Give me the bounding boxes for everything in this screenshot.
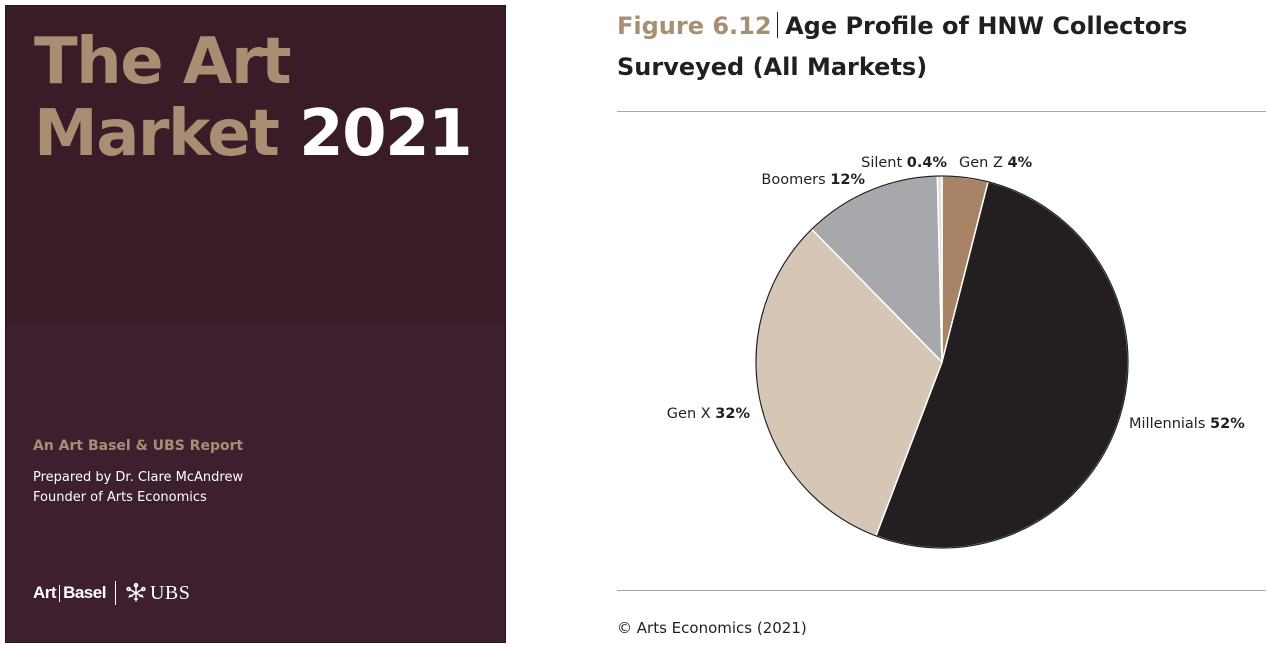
cover-title-line-1: The Art	[34, 25, 292, 99]
figure-heading: Figure 6.12 Age Profile of HNW Collectors…	[617, 6, 1257, 88]
report-cover: The Art Market 2021 An Art Basel & UBS R…	[5, 5, 506, 643]
keys-icon	[126, 582, 146, 602]
pie-label-name: Gen X	[667, 406, 716, 422]
figure-title-line-1: Age Profile of HNW Collectors	[785, 12, 1188, 40]
pie-label-value: 4%	[1008, 155, 1033, 171]
pie-chart: Gen Z 4% Millennials 52% Gen X 32% Boomers …	[667, 155, 1245, 549]
ubs-logo: UBS	[149, 581, 191, 604]
pie-label-silent: Silent 0.4%	[861, 155, 947, 171]
figure-title-line-2: Surveyed (All Markets)	[617, 53, 928, 81]
pie-label-value: 52%	[1210, 416, 1245, 432]
art-basel-logo-art: Art	[33, 583, 57, 602]
art-basel-logo: Art Basel	[33, 583, 106, 603]
cover-founder: Founder of Arts Economics	[33, 490, 207, 505]
pie-outline	[755, 175, 1129, 549]
art-basel-logo-basel: Basel	[63, 583, 106, 602]
figure-label: Figure 6.12	[617, 12, 772, 40]
figure-source: © Arts Economics (2021)	[617, 619, 807, 637]
cover-title-market: Market	[34, 97, 280, 171]
pie-label-millennials: Millennials 52%	[1129, 416, 1245, 432]
cover-prepared-by: Prepared by Dr. Clare McAndrew	[33, 470, 244, 485]
pie-label-value: 12%	[830, 172, 865, 188]
figure-top-rule	[617, 111, 1266, 112]
logo-divider	[114, 581, 116, 605]
figure-bottom-rule	[617, 590, 1266, 591]
pie-label-gen-x: Gen X 32%	[667, 406, 751, 422]
cover-title: The Art Market 2021	[34, 25, 473, 171]
pie-label-gen-z: Gen Z 4%	[959, 155, 1033, 171]
cover-subtitle: An Art Basel & UBS Report	[33, 438, 244, 454]
pie-label-value: 0.4%	[907, 155, 948, 171]
pie-label-name: Millennials	[1129, 416, 1210, 432]
figure-separator	[776, 12, 779, 38]
cover-logos: Art Basel UBS	[33, 580, 190, 606]
cover-title-year: 2021	[299, 97, 473, 171]
pie-label-value: 32%	[715, 406, 750, 422]
pie-label-name: Gen Z	[959, 155, 1008, 171]
pie-label-name: Silent	[861, 155, 907, 171]
pie-label-name: Boomers	[761, 172, 830, 188]
cover-top-band	[6, 6, 505, 324]
art-basel-logo-bar	[59, 584, 61, 602]
pie-label-boomers: Boomers 12%	[761, 172, 865, 188]
